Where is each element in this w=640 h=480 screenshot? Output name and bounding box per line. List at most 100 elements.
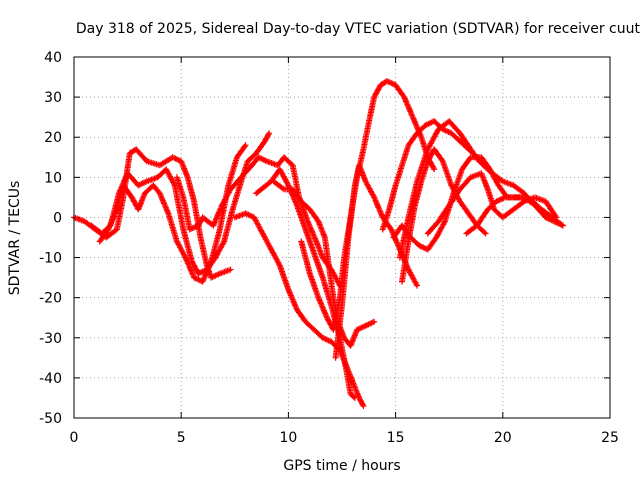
plus-marker	[360, 402, 367, 409]
plus-markers	[499, 207, 516, 221]
plus-markers	[165, 210, 180, 243]
plus-markers	[313, 238, 326, 260]
plus-markers	[276, 166, 291, 187]
plus-markers	[407, 234, 421, 248]
series-track-10	[379, 118, 481, 233]
data-points	[71, 78, 566, 409]
x-tick-label: 5	[177, 430, 186, 446]
plus-markers	[306, 206, 321, 224]
plus-markers	[529, 198, 544, 212]
plus-markers	[276, 262, 291, 292]
plus-markers	[424, 219, 441, 237]
plus-markers	[424, 127, 441, 153]
plus-markers	[549, 214, 565, 228]
plus-markers	[221, 208, 236, 245]
plus-markers	[210, 203, 225, 229]
plus-markers	[431, 146, 445, 163]
series-track-15	[463, 194, 566, 237]
plus-markers	[173, 238, 188, 260]
plus-markers	[311, 250, 326, 280]
plus-markers	[418, 159, 431, 185]
plus-markers	[339, 236, 352, 309]
plus-markers	[249, 155, 261, 169]
plus-markers	[238, 163, 254, 181]
plus-markers	[120, 182, 134, 200]
plus-markers	[298, 198, 312, 212]
y-tick-label: 40	[44, 50, 62, 66]
plus-markers	[135, 179, 149, 189]
plus-markers	[510, 199, 526, 213]
plus-marker	[559, 222, 566, 229]
plus-markers	[411, 179, 424, 209]
plus-markers	[294, 202, 308, 231]
plus-markers	[347, 328, 360, 349]
plus-markers	[156, 190, 171, 215]
plus-markers	[332, 304, 345, 361]
x-tick-label: 25	[601, 430, 619, 446]
series-track-9	[332, 162, 421, 361]
plus-markers	[304, 218, 319, 244]
series-track-14	[424, 170, 560, 237]
x-tick-label: 20	[494, 430, 512, 446]
plus-marker	[266, 130, 273, 137]
plus-markers	[255, 154, 269, 164]
plus-markers	[484, 199, 499, 213]
plus-markers	[386, 183, 399, 213]
plus-marker	[371, 318, 378, 325]
plus-markers	[216, 267, 232, 277]
plus-markers	[113, 196, 126, 233]
y-tick-label: -10	[39, 251, 62, 267]
plus-markers	[135, 191, 148, 213]
plus-markers	[405, 266, 420, 288]
plus-markers	[356, 394, 366, 408]
plus-markers	[446, 187, 462, 209]
plus-markers	[178, 158, 190, 179]
plus-markers	[345, 183, 358, 241]
plus-markers	[285, 286, 300, 312]
plus-markers	[347, 390, 357, 400]
plus-marker	[351, 394, 358, 401]
y-axis-label: SDTVAR / TECUs	[7, 181, 23, 296]
y-tick-label: -40	[39, 371, 62, 387]
plus-markers	[392, 163, 405, 189]
x-tick-label: 15	[387, 430, 405, 446]
plus-markers	[143, 158, 162, 168]
plus-markers	[478, 154, 492, 171]
plus-markers	[289, 186, 304, 204]
y-tick-label: 10	[44, 170, 62, 186]
plus-markers	[319, 274, 334, 308]
plus-markers	[197, 234, 210, 267]
plus-markers	[384, 78, 398, 88]
y-tick-label: -20	[39, 291, 62, 307]
y-tick-label: 0	[53, 210, 62, 226]
plus-markers	[171, 182, 186, 231]
plus-markers	[212, 240, 227, 261]
plus-markers	[259, 230, 274, 252]
plus-markers	[343, 366, 354, 396]
plus-markers	[371, 194, 386, 219]
plus-markers	[521, 194, 535, 204]
plus-markers	[538, 206, 554, 220]
plus-markers	[184, 174, 197, 203]
chart-title: Day 318 of 2025, Sidereal Day-to-day VTE…	[76, 21, 640, 37]
plus-marker	[227, 266, 234, 273]
plus-markers	[315, 218, 328, 239]
plus-markers	[311, 326, 325, 340]
plus-markers	[435, 203, 452, 225]
plus-markers	[96, 227, 111, 245]
y-tick-label: 30	[44, 90, 62, 106]
plus-markers	[542, 198, 559, 220]
plus-markers	[330, 296, 343, 333]
plus-marker	[482, 230, 489, 237]
x-axis-label: GPS time / hours	[283, 458, 400, 474]
plus-markers	[366, 95, 377, 121]
plus-markers	[169, 154, 183, 164]
plus-markers	[446, 118, 462, 135]
plus-markers	[362, 178, 377, 199]
plus-markers	[124, 170, 141, 188]
plus-markers	[362, 319, 376, 329]
plus-markers	[474, 207, 490, 229]
plus-markers	[414, 123, 428, 137]
plus-markers	[173, 174, 186, 199]
